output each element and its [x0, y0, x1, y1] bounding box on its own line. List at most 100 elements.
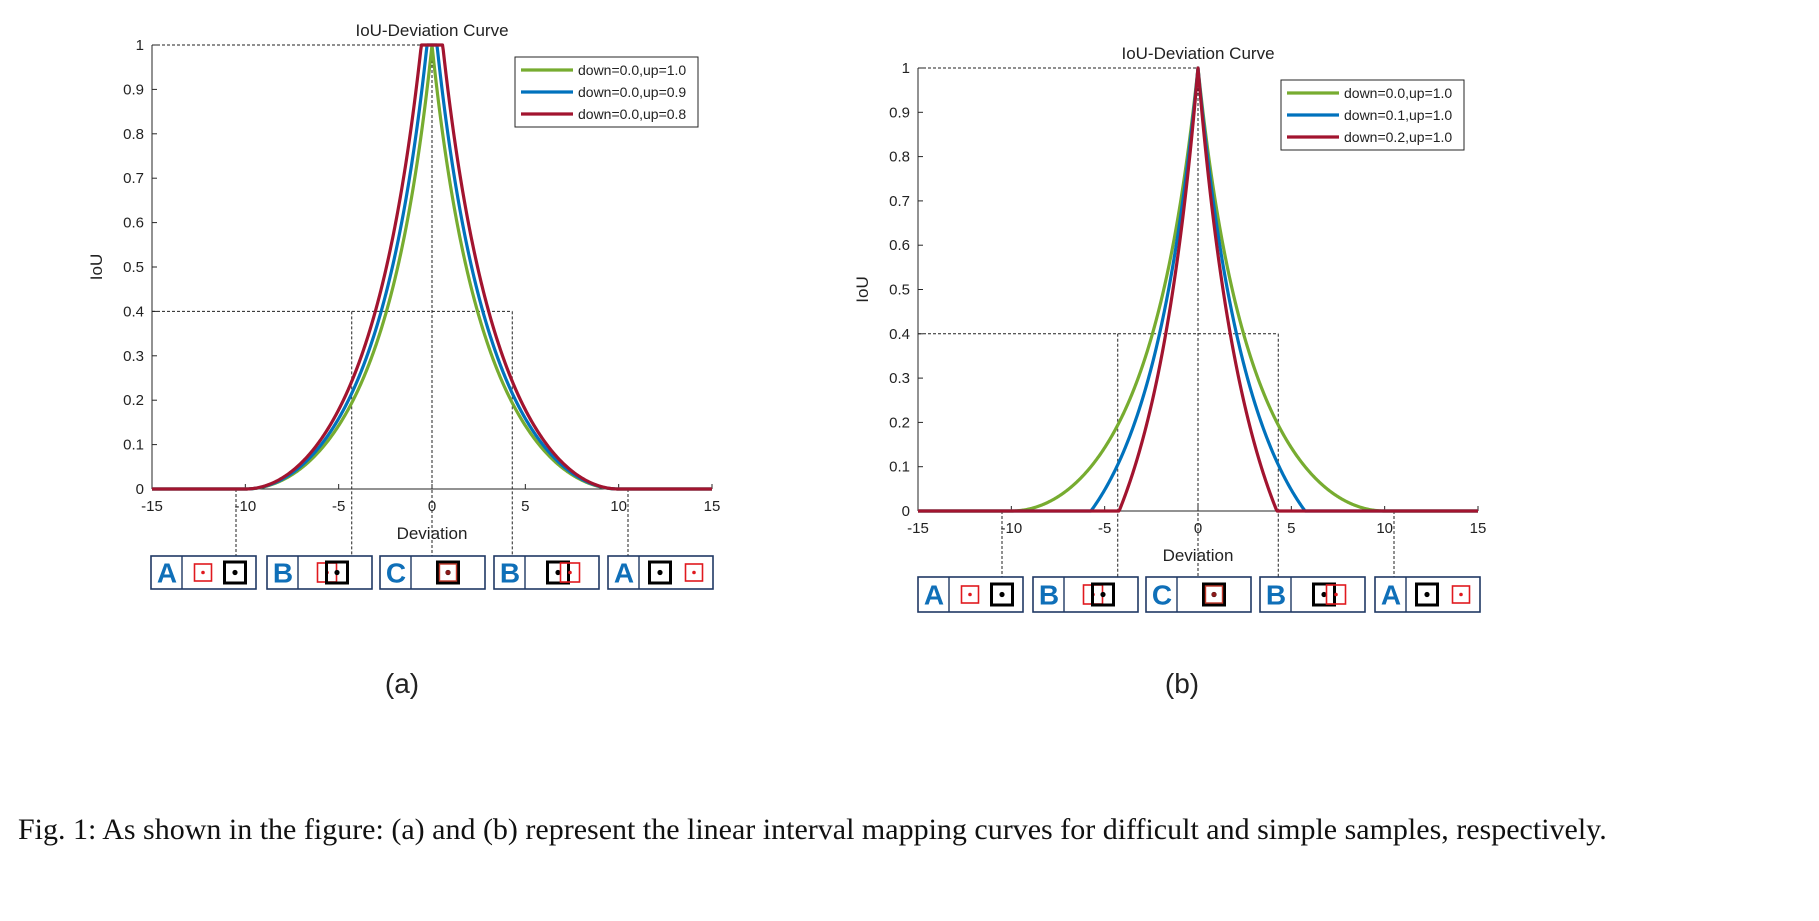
- legend-label: down=0.2,up=1.0: [1344, 129, 1452, 145]
- gt-box-square: [1091, 582, 1115, 607]
- y-tick-label: 0.6: [123, 215, 144, 232]
- x-tick-label: 15: [1470, 520, 1487, 537]
- y-tick-label: 0.9: [889, 104, 910, 121]
- x-tick-label: -15: [141, 498, 163, 515]
- y-tick-label: 0.7: [889, 193, 910, 210]
- x-tick-label: -10: [234, 498, 256, 515]
- region-box-frame: [1145, 576, 1252, 613]
- y-tick-label: 0.5: [889, 282, 910, 299]
- gt-box-square: [1415, 582, 1439, 607]
- pred-box-square: [1204, 585, 1224, 604]
- region-box-b: B: [1259, 576, 1366, 613]
- pred-box-square: [438, 563, 458, 582]
- x-tick-label: -10: [1000, 520, 1022, 537]
- pred-box-center-dot: [1459, 592, 1463, 597]
- pred-box-square: [193, 563, 213, 582]
- y-tick-label: 0: [902, 503, 910, 520]
- region-letter: A: [157, 558, 177, 589]
- region-letter: A: [924, 580, 944, 611]
- pred-box-center-dot: [1211, 592, 1217, 597]
- legend: down=0.0,up=1.0 down=0.0,up=0.9 down=0.0,u…: [514, 56, 699, 128]
- region-box-b: B: [266, 555, 373, 590]
- series-line: [151, 43, 713, 491]
- y-tick-label: 0.7: [123, 170, 144, 187]
- pred-box-square: [684, 563, 704, 582]
- y-tick-label: 0.3: [889, 370, 910, 387]
- gt-box-square: [223, 560, 247, 585]
- gt-box-square: [325, 560, 349, 585]
- region-letter: A: [1381, 580, 1401, 611]
- region-box-frame: [1032, 576, 1139, 613]
- x-tick-label: 10: [1376, 520, 1393, 537]
- pred-box-center-dot: [692, 570, 696, 575]
- chart-title: IoU-Deviation Curve: [1121, 44, 1274, 63]
- y-tick-label: 0.5: [123, 259, 144, 276]
- legend-label: down=0.0,up=1.0: [1344, 85, 1452, 101]
- y-tick-label: 0.3: [123, 348, 144, 365]
- legend-label: down=0.0,up=0.8: [578, 106, 686, 122]
- legend-label: down=0.0,up=1.0: [578, 62, 686, 78]
- region-box-b: B: [1032, 576, 1139, 613]
- y-tick-label: 0: [136, 481, 144, 498]
- x-tick-label: 5: [521, 498, 529, 515]
- y-tick-label: 1: [136, 37, 144, 54]
- gt-box-center-dot: [1424, 591, 1430, 598]
- gt-box-square: [990, 582, 1014, 607]
- x-tick-label: 10: [610, 498, 627, 515]
- y-tick-label: 0.2: [889, 414, 910, 431]
- y-tick-label: 0.6: [889, 237, 910, 254]
- y-axis-label: IoU: [87, 254, 106, 280]
- region-box-b: B: [493, 555, 600, 590]
- region-box-a: A: [917, 576, 1024, 613]
- x-tick-label: 5: [1287, 520, 1295, 537]
- gt-box-square: [648, 560, 672, 585]
- series-line: [917, 66, 1479, 513]
- region-letter: B: [500, 558, 520, 589]
- legend-label: down=0.0,up=0.9: [578, 84, 686, 100]
- pred-box-center-dot: [568, 570, 572, 575]
- legend-label: down=0.1,up=1.0: [1344, 107, 1452, 123]
- chart-panel-b: IoU-Deviation Curve 0 0.1 0.2 0.3 0.4 0.5 0.6 0.…: [853, 44, 1486, 699]
- gt-box-center-dot: [999, 591, 1005, 598]
- figure-caption: Fig. 1: As shown in the figure: (a) and …: [18, 813, 1607, 846]
- region-letter: B: [1039, 580, 1059, 611]
- region-box-frame: [379, 555, 486, 590]
- region-box-c: C: [379, 555, 486, 590]
- legend: down=0.0,up=1.0 down=0.1,up=1.0 down=0.2,u…: [1280, 79, 1465, 151]
- region-box-a: A: [150, 555, 257, 590]
- y-tick-label: 0.1: [889, 459, 910, 476]
- gt-box-center-dot: [232, 569, 238, 576]
- region-box-frame: [266, 555, 373, 590]
- gt-box-center-dot: [1100, 591, 1106, 598]
- chart-title: IoU-Deviation Curve: [355, 21, 508, 40]
- pred-box-center-dot: [445, 570, 451, 575]
- y-tick-label: 0.9: [123, 81, 144, 98]
- region-letter: C: [1152, 580, 1172, 611]
- region-letter: A: [614, 558, 634, 589]
- x-tick-label: -15: [907, 520, 929, 537]
- chart-panel-a: IoU-Deviation Curve 0 0.1 0.2 0.3 0.4 0.5 0.6 0.…: [87, 21, 720, 699]
- pred-box-square: [1325, 584, 1347, 605]
- y-tick-label: 0.2: [123, 392, 144, 409]
- panel-label: (b): [1165, 668, 1199, 699]
- x-tick-label: -5: [1098, 520, 1111, 537]
- y-tick-label: 0.4: [123, 303, 144, 320]
- y-tick-label: 0.8: [889, 149, 910, 166]
- region-letter: C: [386, 558, 406, 589]
- gt-box-square: [1202, 582, 1226, 607]
- pred-box-square: [960, 585, 980, 604]
- gt-box-center-dot: [657, 569, 663, 576]
- region-box-c: C: [1145, 576, 1252, 613]
- pred-box-square: [1451, 585, 1471, 604]
- pred-box-center-dot: [1334, 592, 1338, 597]
- region-letter: B: [1266, 580, 1286, 611]
- pred-box-square: [559, 562, 581, 583]
- region-letter: B: [273, 558, 293, 589]
- y-tick-label: 0.8: [123, 126, 144, 143]
- y-tick-label: 1: [902, 60, 910, 77]
- region-box-a: A: [607, 555, 714, 590]
- pred-box-center-dot: [968, 592, 972, 597]
- gt-box-center-dot: [555, 569, 561, 576]
- gt-box-center-dot: [1321, 591, 1327, 598]
